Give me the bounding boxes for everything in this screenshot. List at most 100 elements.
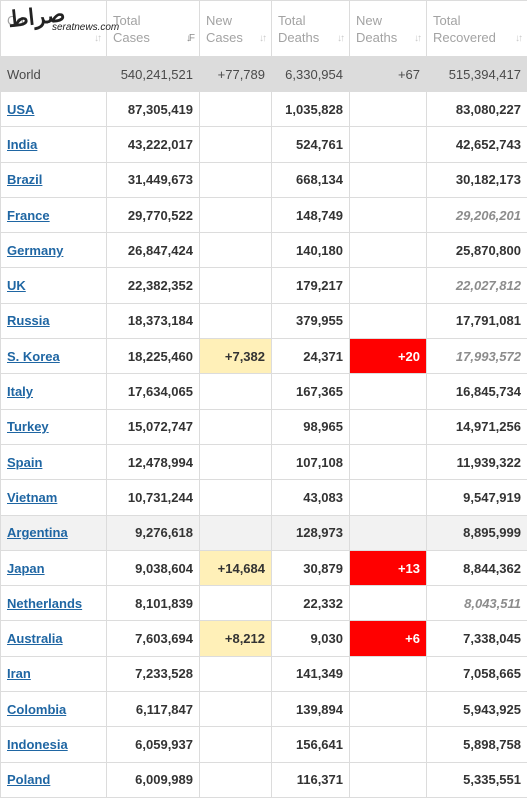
table-row: S. Korea 18,225,460 +7,382 24,371 +20 17,993,…	[0, 338, 527, 375]
new-cases-cell	[199, 232, 272, 269]
header-country[interactable]: Co ntry ↓↑	[0, 0, 107, 57]
new-cases-cell: +8,212	[199, 620, 272, 657]
total-cases-cell: 31,449,673	[106, 161, 200, 198]
total-deaths-cell: 107,108	[271, 443, 350, 481]
new-deaths-cell: +20	[349, 338, 427, 375]
country-link[interactable]: India	[7, 136, 38, 152]
header-total-cases-line2: Cases	[113, 29, 150, 45]
total-cases-cell: 87,305,419	[106, 90, 200, 128]
country-cell: Japan	[0, 549, 107, 587]
total-cases-cell: 29,770,522	[106, 196, 200, 234]
total-deaths-cell: 24,371	[271, 338, 350, 375]
country-cell: Colombia	[0, 691, 107, 728]
total-deaths-cell: 30,879	[271, 549, 350, 587]
table-row: USA 87,305,419 1,035,828 83,080,227	[0, 90, 527, 128]
country-link[interactable]: Netherlands	[7, 595, 83, 611]
country-link[interactable]: Argentina	[7, 525, 68, 541]
new-cases-cell: +7,382	[199, 338, 272, 375]
country-cell: UK	[0, 267, 107, 304]
total-recovered-cell: 29,206,201	[426, 196, 527, 234]
header-total-recovered-line1: Total	[433, 12, 461, 28]
table-row: Netherlands 8,101,839 22,332 8,043,511	[0, 585, 527, 622]
total-deaths-cell: 668,134	[271, 161, 350, 198]
new-deaths-cell	[349, 161, 427, 198]
new-cases-cell	[199, 443, 272, 481]
country-link[interactable]: Australia	[7, 631, 63, 647]
total-recovered-cell: 30,182,173	[426, 161, 527, 198]
country-cell: Poland	[0, 761, 107, 798]
country-link[interactable]: Germany	[7, 242, 64, 258]
total-cases-cell: 8,101,839	[106, 585, 200, 622]
new-cases-cell	[199, 302, 272, 340]
total-cases-cell: 9,038,604	[106, 549, 200, 587]
table-row: Italy 17,634,065 167,365 16,845,734	[0, 373, 527, 410]
total-cases-cell: 7,603,694	[106, 620, 200, 657]
country-link[interactable]: Turkey	[7, 419, 49, 435]
header-new-cases[interactable]: New Cases ↓↑	[199, 0, 272, 57]
country-link[interactable]: Vietnam	[7, 489, 58, 505]
total-cases-cell: 10,731,244	[106, 479, 200, 516]
header-total-deaths[interactable]: Total Deaths ↓↑	[271, 0, 350, 57]
new-deaths-cell	[349, 691, 427, 728]
header-country-line1: Co	[7, 12, 24, 28]
total-recovered-cell: 5,943,925	[426, 691, 527, 728]
total-deaths-cell: 179,217	[271, 267, 350, 304]
country-cell: Netherlands	[0, 585, 107, 622]
total-recovered-cell: 9,547,919	[426, 479, 527, 516]
country-link[interactable]: France	[7, 207, 50, 223]
new-cases-cell	[199, 196, 272, 234]
total-cases-cell: 6,117,847	[106, 691, 200, 728]
world-name: World	[0, 56, 107, 92]
country-link[interactable]: Spain	[7, 454, 43, 470]
world-row: World 540,241,521 +77,789 6,330,954 +67 …	[0, 56, 527, 92]
header-total-recovered[interactable]: Total Recovered ↓↑	[426, 0, 527, 57]
sort-arrows-icon[interactable]: ↓↑	[337, 33, 345, 44]
sort-arrows-icon[interactable]: ↓↑	[515, 33, 523, 44]
header-new-deaths[interactable]: New Deaths ↓↑	[349, 0, 427, 57]
table-row: India 43,222,017 524,761 42,652,743	[0, 126, 527, 163]
world-new-cases: +77,789	[199, 56, 272, 92]
new-cases-cell	[199, 161, 272, 198]
country-link[interactable]: UK	[7, 278, 26, 294]
total-cases-cell: 18,225,460	[106, 338, 200, 375]
table-row: Vietnam 10,731,244 43,083 9,547,919	[0, 479, 527, 516]
new-deaths-cell	[349, 408, 427, 445]
total-deaths-cell: 1,035,828	[271, 90, 350, 128]
header-new-deaths-line2: Deaths	[356, 29, 398, 45]
country-cell: S. Korea	[0, 338, 107, 375]
sort-arrows-icon[interactable]: ↓↑	[94, 33, 102, 44]
country-cell: Germany	[0, 232, 107, 269]
country-link[interactable]: Italy	[7, 384, 34, 400]
country-link[interactable]: Iran	[7, 666, 31, 682]
country-link[interactable]: Brazil	[7, 172, 43, 188]
country-cell: Spain	[0, 443, 107, 481]
total-recovered-cell: 14,971,256	[426, 408, 527, 445]
country-link[interactable]: Colombia	[7, 701, 67, 717]
sort-arrows-icon[interactable]: ↓↑	[259, 33, 267, 44]
country-link[interactable]: USA	[7, 101, 35, 117]
table-row: France 29,770,522 148,749 29,206,201	[0, 196, 527, 234]
country-cell: Australia	[0, 620, 107, 657]
new-cases-cell	[199, 691, 272, 728]
header-total-cases[interactable]: Total Cases ↓F	[106, 0, 200, 57]
new-deaths-cell	[349, 196, 427, 234]
sort-arrows-icon[interactable]: ↓↑	[414, 33, 422, 44]
country-link[interactable]: Indonesia	[7, 736, 68, 752]
country-link[interactable]: Japan	[7, 560, 45, 576]
total-deaths-cell: 43,083	[271, 479, 350, 516]
new-deaths-cell	[349, 726, 427, 763]
total-deaths-cell: 524,761	[271, 126, 350, 163]
sort-desc-icon[interactable]: ↓F	[185, 33, 195, 44]
country-link[interactable]: S. Korea	[7, 348, 60, 364]
total-recovered-cell: 8,895,999	[426, 514, 527, 551]
country-cell: Brazil	[0, 161, 107, 198]
country-link[interactable]: Poland	[7, 772, 51, 788]
table-row: Colombia 6,117,847 139,894 5,943,925	[0, 691, 527, 728]
country-link[interactable]: Russia	[7, 313, 50, 329]
total-recovered-cell: 42,652,743	[426, 126, 527, 163]
table-row: Indonesia 6,059,937 156,641 5,898,758	[0, 726, 527, 763]
world-total-cases: 540,241,521	[106, 56, 200, 92]
table-row: Germany 26,847,424 140,180 25,870,800	[0, 232, 527, 269]
